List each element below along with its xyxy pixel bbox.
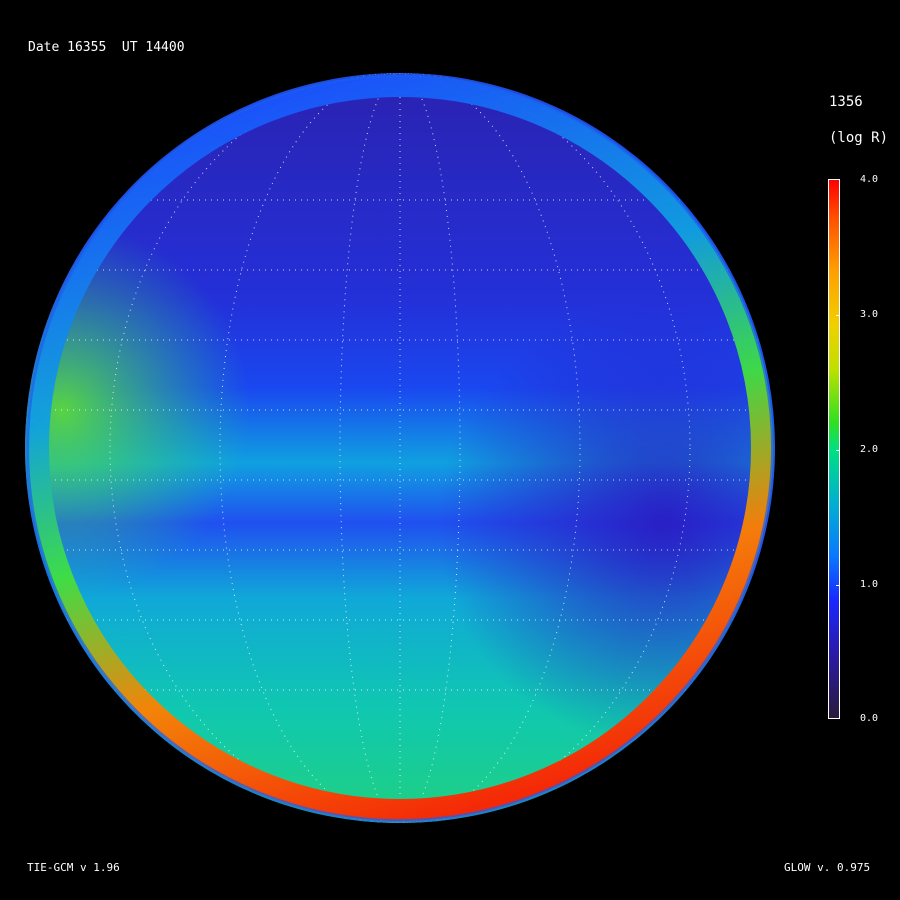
- model-version-label: TIE-GCM v 1.96: [27, 861, 120, 874]
- colorbar-tick: 4.0: [860, 174, 879, 185]
- colorbar-units: (log R): [829, 130, 889, 146]
- colorbar-tick: 2.0: [860, 444, 879, 455]
- colorbar-title: 1356: [829, 94, 863, 110]
- colorbar-tick: 3.0: [860, 309, 879, 320]
- colorbar: [828, 179, 840, 719]
- colorbar-tick: 0.0: [860, 713, 879, 724]
- colorbar-tick: 1.0: [860, 579, 879, 590]
- glow-version-label: GLOW v. 0.975: [784, 861, 871, 874]
- graticule: [25, 73, 775, 823]
- limb-ring: [27, 75, 773, 821]
- date-ut-label: Date 16355 UT 14400: [28, 40, 185, 55]
